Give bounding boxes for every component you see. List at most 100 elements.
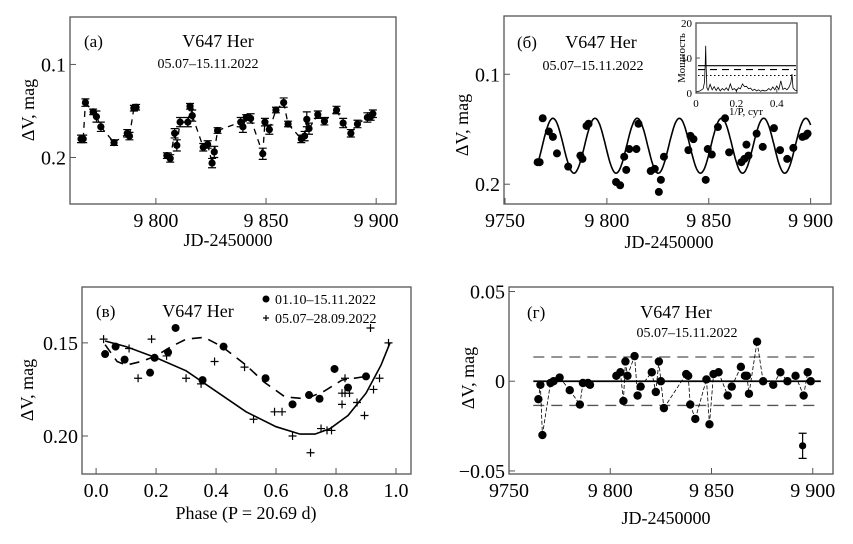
data-point — [176, 118, 184, 126]
data-point — [188, 112, 196, 120]
data-point — [81, 98, 90, 107]
panel-d: (г) V647 Her 05.07–15.11.2022 JD-2450000… — [458, 281, 835, 528]
data-point — [806, 377, 815, 386]
legend-series-2: 05.07–28.09.2022 — [275, 312, 377, 327]
connector-line — [217, 121, 241, 132]
connector-line — [709, 374, 714, 425]
data-point — [789, 143, 798, 152]
panel-b-ylabel: ΔV, mag — [452, 94, 472, 156]
data-point-plus — [240, 363, 249, 372]
data-point — [623, 371, 632, 381]
data-point — [300, 132, 309, 140]
data-point — [647, 368, 656, 377]
legend-circle-marker — [262, 295, 270, 303]
connector-line — [660, 381, 665, 409]
data-point — [769, 380, 778, 390]
data-point-plus — [375, 374, 384, 383]
panel-c-title: V647 Her — [162, 301, 233, 321]
data-point — [213, 126, 222, 135]
data-point — [742, 371, 752, 381]
data-point — [727, 382, 736, 391]
data-point — [314, 111, 322, 119]
data-point — [758, 142, 767, 151]
panel-c-xtick-label: 0.0 — [84, 480, 109, 502]
panel-a-label: (a) — [84, 32, 103, 51]
data-point — [538, 430, 547, 440]
data-point — [548, 132, 557, 141]
data-point — [535, 158, 544, 167]
data-point-plus — [270, 407, 279, 416]
data-point — [210, 148, 218, 156]
data-point — [705, 420, 714, 429]
data-point — [714, 368, 723, 377]
power-spectrum-line — [695, 45, 798, 93]
panel-b: (б) V647 Her 05.07–15.11.2022 JD-2450000… — [452, 15, 833, 252]
data-point-circle — [101, 350, 110, 359]
panel-a-xtick-label: 9 850 — [244, 210, 289, 232]
panel-a-xlabel: JD-2450000 — [184, 230, 273, 250]
connector-line — [748, 341, 758, 394]
panel-a-xtick-label: 9 800 — [133, 210, 178, 232]
inset-xtick-label: 0.2 — [730, 98, 744, 110]
panel-c-marks — [99, 323, 393, 457]
data-point — [713, 123, 722, 132]
connector-line — [619, 372, 624, 402]
data-point — [634, 119, 643, 128]
data-point-plus — [341, 374, 350, 383]
data-point-plus — [327, 426, 336, 435]
data-point — [744, 151, 753, 160]
sine-fit-curve — [536, 117, 812, 175]
panel-c: (в) V647 Her Phase (P = 20.69 d) ΔV, mag… — [17, 286, 412, 524]
data-point — [636, 382, 645, 391]
data-point-circle — [315, 394, 324, 403]
data-point — [549, 377, 558, 386]
panel-b-xtick-label: 9 800 — [584, 210, 629, 232]
data-point — [659, 403, 669, 413]
panel-d-subtitle: 05.07–15.11.2022 — [637, 326, 738, 341]
data-point-plus — [125, 344, 134, 353]
data-point — [320, 117, 329, 125]
panel-d-ytick-label: 0.05 — [470, 281, 505, 303]
data-point-circle — [330, 364, 339, 373]
panel-c-ylabel: ΔV, mag — [17, 359, 37, 421]
panel-a-ticks: 9 800 9 850 9 900 0.1 0.2 — [41, 54, 399, 232]
data-point — [347, 129, 355, 137]
data-point — [261, 118, 269, 126]
data-point — [272, 106, 280, 114]
data-point — [630, 351, 639, 361]
data-point — [776, 368, 785, 377]
data-point — [791, 371, 800, 381]
data-point — [689, 135, 698, 144]
data-point-circle — [171, 323, 180, 332]
connector-line — [756, 341, 764, 382]
data-point — [303, 115, 311, 123]
data-point — [208, 159, 216, 167]
panel-d-title: V647 Her — [640, 302, 711, 322]
data-point — [369, 110, 377, 118]
panel-d-xtick-label: 9 800 — [588, 480, 633, 502]
panel-d-ytick-label: 0 — [495, 371, 505, 393]
data-point-plus — [249, 415, 258, 424]
data-point — [651, 387, 661, 397]
data-point — [684, 146, 693, 155]
data-point — [353, 120, 362, 128]
inset-ytick-label: 20 — [681, 18, 693, 30]
data-point — [707, 150, 716, 159]
data-point-plus — [384, 338, 393, 347]
panel-c-xlabel: Phase (P = 20.69 d) — [176, 503, 317, 524]
data-point — [736, 362, 746, 372]
panel-d-marks — [533, 337, 821, 459]
panel-d-ylabel: ΔV, mag — [458, 347, 478, 409]
data-point — [803, 368, 812, 377]
typical-error-point — [799, 442, 807, 450]
data-point-plus — [182, 374, 191, 383]
data-point — [752, 129, 761, 138]
data-point — [166, 154, 174, 163]
data-point — [725, 148, 734, 157]
panel-c-xtick-label: 1.0 — [384, 480, 409, 502]
data-point — [538, 114, 547, 123]
data-point — [686, 400, 695, 409]
data-point — [632, 145, 641, 154]
data-point-circle — [146, 368, 155, 377]
data-point — [132, 103, 140, 111]
